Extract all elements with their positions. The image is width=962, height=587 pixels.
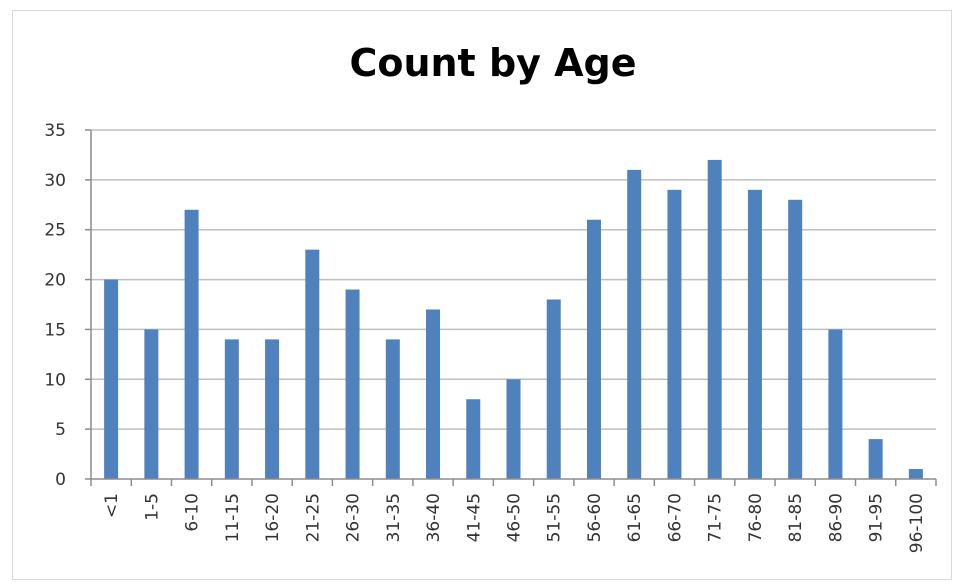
y-tick-label: 15 — [44, 320, 66, 340]
bar-21-25 — [305, 249, 320, 479]
bar-41-45 — [466, 399, 481, 479]
bar-31-35 — [385, 339, 400, 479]
bar-36-40 — [426, 309, 441, 479]
y-tick-label: 5 — [55, 420, 66, 440]
x-tick-label: 61-65 — [625, 493, 645, 542]
y-tick-label: 30 — [44, 171, 66, 191]
x-tick-label: 41-45 — [464, 493, 484, 542]
bar-71-75 — [707, 159, 722, 479]
x-tick-label: 76-80 — [746, 493, 766, 542]
bar-56-60 — [586, 219, 601, 480]
bar-1-5 — [144, 329, 159, 479]
bar-96-100 — [908, 469, 923, 479]
x-tick-label: 71-75 — [706, 493, 726, 542]
bar-26-30 — [345, 289, 360, 479]
bar-6-10 — [184, 209, 199, 479]
x-tick-label: 91-95 — [867, 493, 887, 542]
x-tick-label: 66-70 — [665, 493, 685, 542]
x-tick-label: 31-35 — [384, 493, 404, 542]
bar-<1 — [104, 279, 119, 479]
bar-86-90 — [828, 329, 843, 479]
bar-76-80 — [747, 189, 762, 479]
x-tick-label: 16-20 — [263, 493, 283, 542]
x-tick-label: 46-50 — [505, 493, 525, 542]
chart-title: Count by Age — [349, 41, 637, 85]
bar-91-95 — [868, 439, 883, 479]
x-tick-label: 21-25 — [303, 493, 323, 542]
y-tick-label: 10 — [44, 370, 66, 390]
x-tick-label: 1-5 — [142, 493, 162, 521]
x-tick-label: 11-15 — [223, 493, 243, 542]
bar-51-55 — [546, 299, 561, 479]
y-tick-label: 35 — [44, 121, 66, 141]
y-tick-label: 25 — [44, 221, 66, 241]
y-tick-label: 0 — [55, 470, 66, 490]
axes — [85, 129, 937, 486]
bar-46-50 — [506, 379, 521, 479]
bar-61-65 — [627, 169, 642, 479]
x-tick-label: 51-55 — [545, 493, 565, 542]
x-tick-label: 6-10 — [183, 493, 203, 532]
bar-16-20 — [265, 339, 280, 479]
bar-11-15 — [224, 339, 239, 479]
bar-66-70 — [667, 189, 682, 479]
x-tick-label: 26-30 — [344, 493, 364, 542]
x-tick-label: 86-90 — [826, 493, 846, 542]
x-tick-label: 96-100 — [907, 493, 927, 553]
y-tick-label: 20 — [44, 271, 66, 291]
y-axis-tick-labels: 0 5 10 15 20 25 30 35 — [44, 121, 66, 490]
bar-81-85 — [788, 199, 803, 480]
x-tick-label: <1 — [102, 493, 122, 518]
x-tick-label: 36-40 — [424, 493, 444, 542]
bars — [104, 159, 923, 480]
x-axis-tick-labels: <1 1-5 6-10 11-15 16-20 21-25 26-30 31-35 36-40 4… — [102, 493, 927, 553]
x-tick-label: 56-60 — [585, 493, 605, 542]
x-tick-label: 81-85 — [786, 493, 806, 542]
